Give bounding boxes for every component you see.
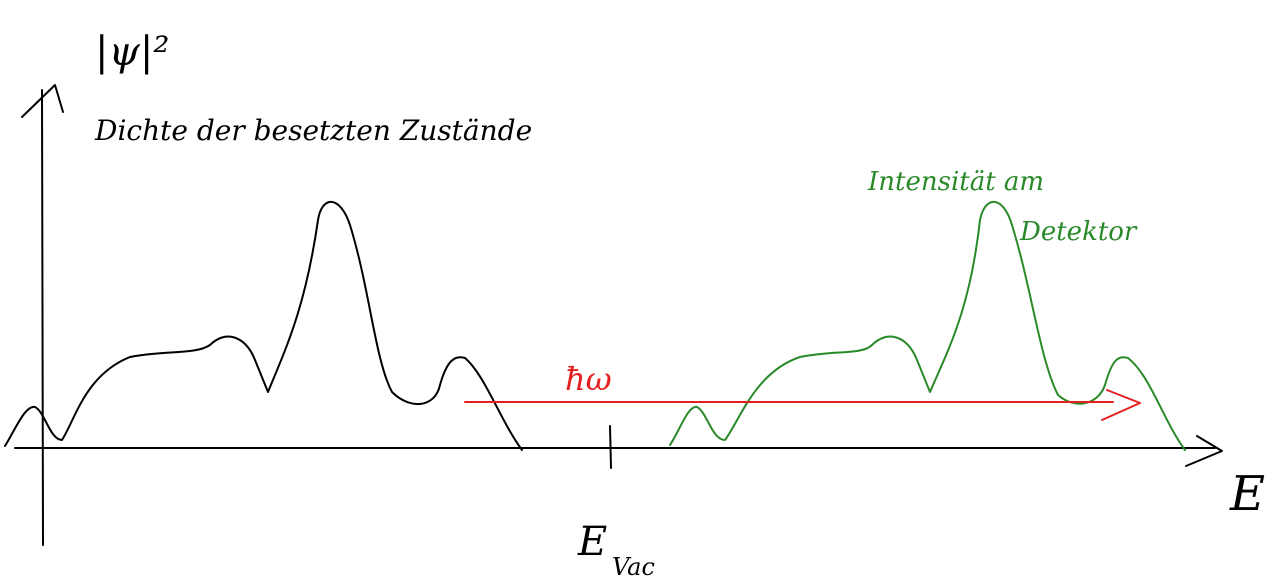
detector-title-line: Detektor [1019, 217, 1138, 247]
diagram: |ψ|² Dichte der besetzten Zustände Inten… [0, 0, 1271, 583]
tick-subscript: Vac [612, 553, 655, 581]
occupied-title: Dichte der besetzten Zustände [94, 114, 532, 147]
x-axis-label: E [1229, 466, 1265, 522]
y-axis [42, 90, 43, 545]
x-arrow [1186, 436, 1222, 466]
vacuum-tick [610, 426, 611, 468]
tick-label: E [577, 519, 607, 565]
photon-arrow [1102, 390, 1140, 420]
occupied-states-curve [5, 202, 522, 450]
y-axis-label: |ψ|² [95, 29, 169, 75]
photon-label: ħω [565, 360, 612, 398]
detector-title-line: Intensität am [867, 167, 1044, 197]
